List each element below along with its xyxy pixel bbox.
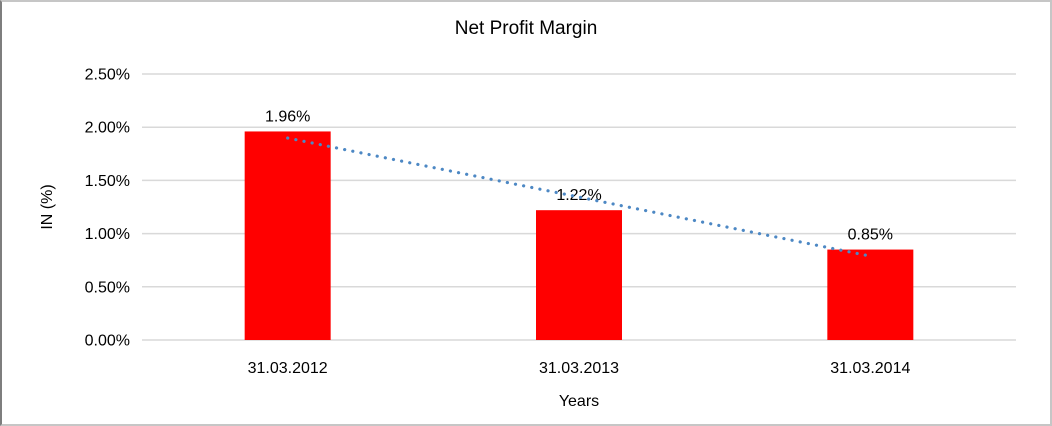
trendline[interactable] [286, 136, 872, 258]
y-tick-label: 0.50% [85, 279, 130, 296]
bar-3[interactable] [827, 249, 914, 340]
x-tick-label: 31.03.2013 [539, 360, 619, 377]
bar-1[interactable] [244, 131, 331, 340]
y-tick-label: 2.00% [85, 120, 130, 137]
bar-value-label: 1.22% [556, 187, 601, 204]
y-tick-label: 2.50% [85, 67, 130, 84]
x-tick-label: 31.03.2014 [830, 360, 910, 377]
bar-2[interactable] [536, 210, 622, 340]
bar-value-label: 0.85% [848, 227, 893, 244]
y-tick-label: 1.50% [85, 173, 130, 190]
chart-title: Net Profit Margin [454, 18, 598, 39]
bar-value-label: 1.96% [265, 108, 310, 125]
y-tick-label: 1.00% [85, 226, 130, 243]
y-tick-label: 0.00% [85, 333, 130, 350]
x-tick-label: 31.03.2012 [248, 360, 328, 377]
x-axis-title: Years [558, 393, 600, 410]
